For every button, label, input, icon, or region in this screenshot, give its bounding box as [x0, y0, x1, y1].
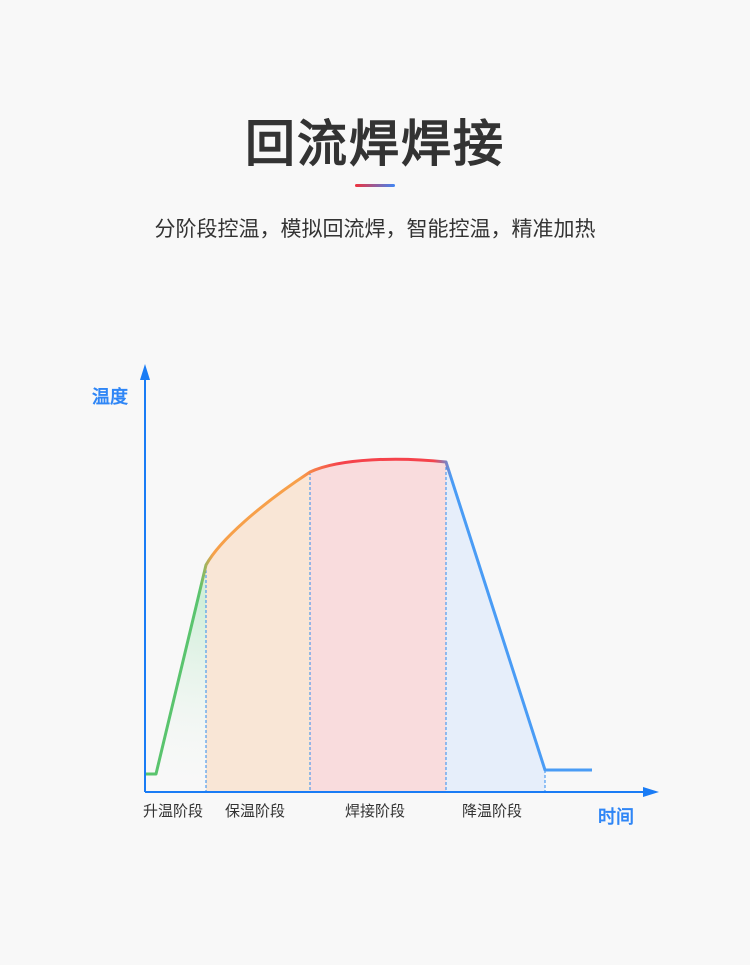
- stage-label-cooling: 降温阶段: [462, 802, 522, 820]
- stage-label-reflow: 焊接阶段: [345, 802, 405, 820]
- page-title: 回流焊焊接: [245, 115, 505, 173]
- x-axis-label: 时间: [598, 807, 634, 828]
- stage-label-soak: 保温阶段: [225, 802, 285, 820]
- soak-stage-fill: [206, 472, 310, 792]
- y-axis-label: 温度: [92, 386, 129, 408]
- page-subtitle: 分阶段控温，模拟回流焊，智能控温，精准加热: [154, 217, 596, 241]
- stage-label-heating: 升温阶段: [143, 802, 203, 820]
- title-divider: [355, 184, 395, 187]
- x-axis-arrow-icon: [643, 787, 659, 797]
- temperature-curve: [145, 457, 592, 776]
- y-axis-arrow-icon: [140, 364, 150, 380]
- reflow-stage-fill: [310, 459, 446, 792]
- cool-stage-fill: [446, 462, 545, 792]
